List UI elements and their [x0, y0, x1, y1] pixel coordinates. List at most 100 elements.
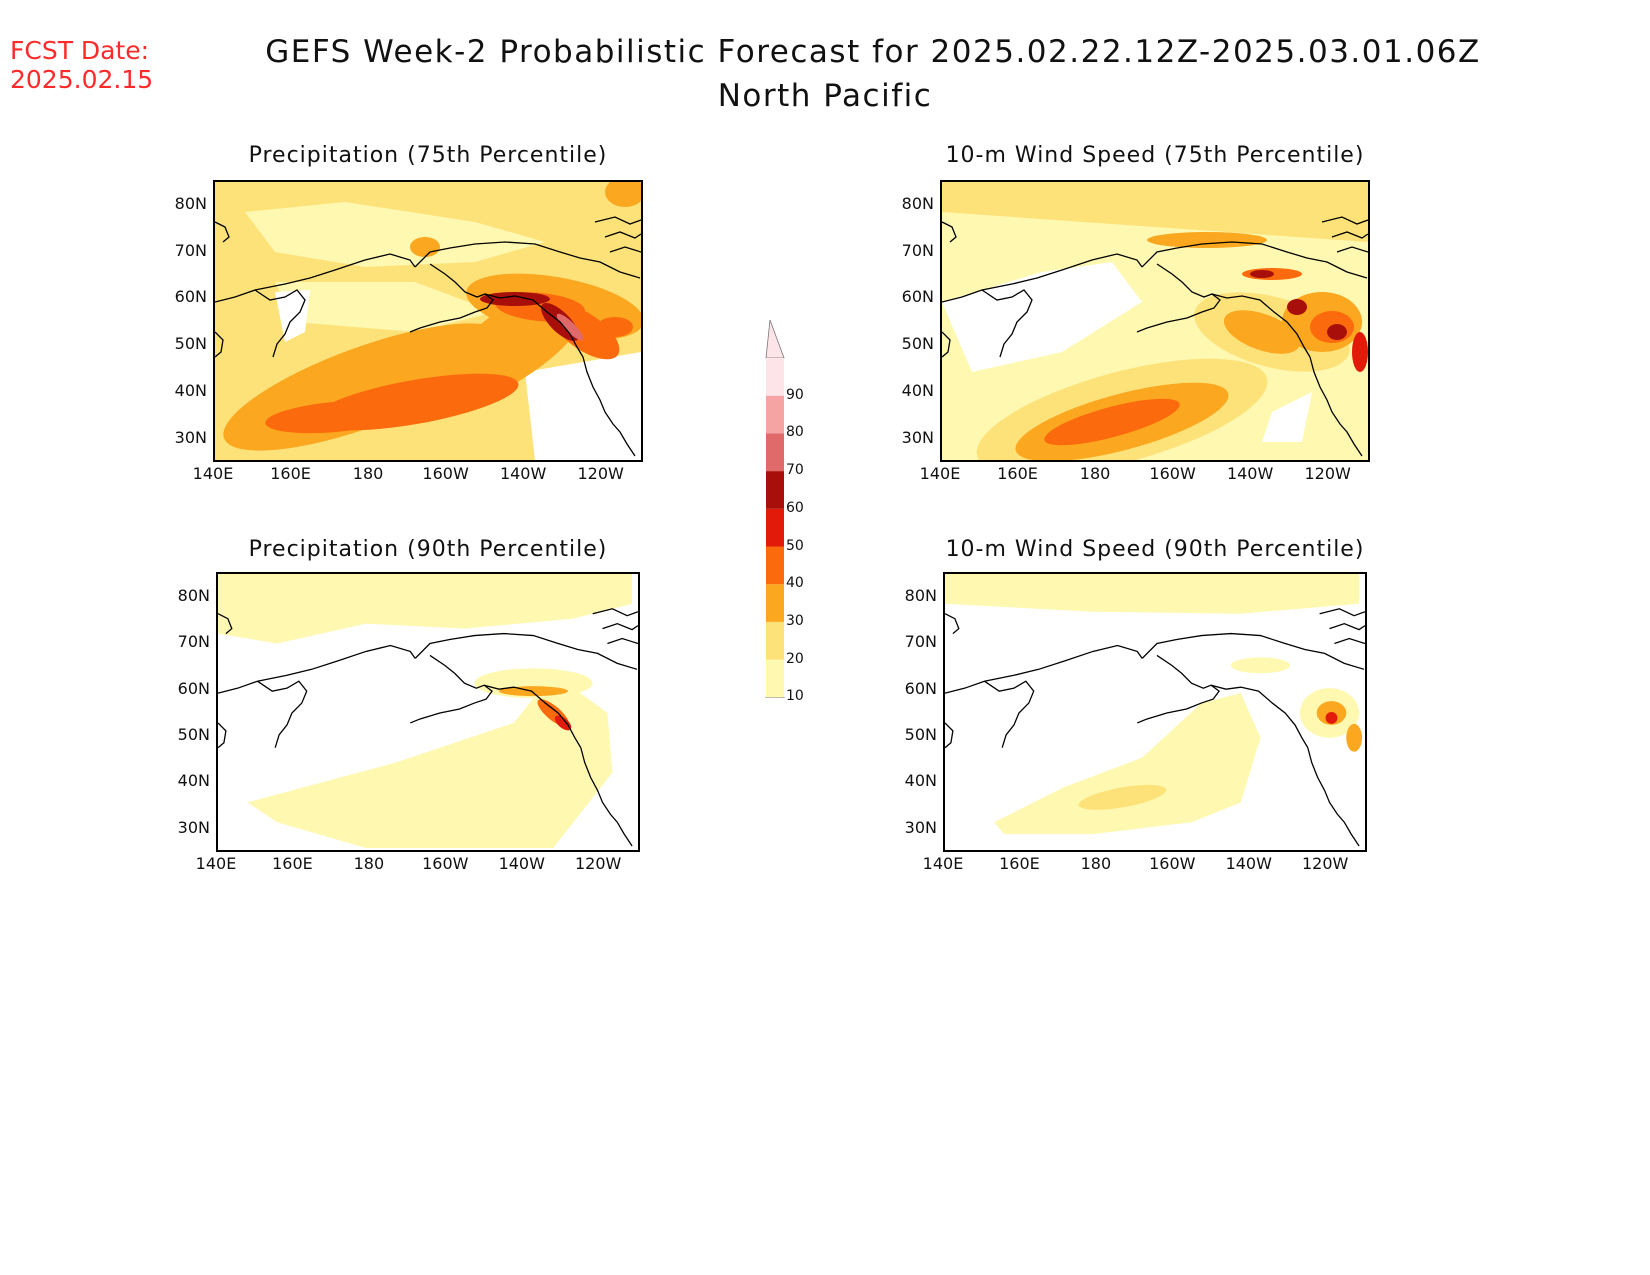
coastline: [1137, 654, 1220, 724]
lat-tick-label: 40N: [901, 380, 934, 400]
lon-tick-label: 140E: [919, 464, 961, 483]
panel-title-precip-90: Precipitation (90th Percentile): [248, 537, 608, 562]
colorbar-swatch: [766, 621, 784, 660]
contour-region: [1044, 398, 1180, 446]
coastline: [580, 747, 633, 847]
lon-tick-label: 140W: [1226, 464, 1274, 483]
contour-region: [275, 282, 495, 332]
lat-tick-label: 70N: [904, 632, 937, 652]
contour-region: [498, 686, 568, 697]
lon-tick-label: 120W: [1302, 854, 1349, 873]
contour-region: [1147, 232, 1267, 248]
lon-tick-label: 140E: [192, 464, 234, 483]
contour-region: [245, 202, 545, 267]
contour-region: [597, 317, 633, 337]
colorbar-level-label: 90: [786, 386, 804, 403]
lon-tick-label: 160W: [1149, 854, 1196, 873]
lat-tick-label: 30N: [174, 427, 207, 447]
lat-tick-label: 50N: [901, 334, 934, 354]
lon-tick-label: 120W: [577, 464, 624, 483]
lat-tick-label: 30N: [904, 817, 937, 837]
colorbar-level-label: 20: [786, 650, 804, 667]
colorbar-level-label: 40: [786, 575, 804, 592]
lat-tick-label: 40N: [177, 771, 210, 791]
lat-tick-label: 50N: [904, 725, 937, 745]
coastline: [942, 253, 1143, 303]
lat-tick-label: 60N: [177, 678, 210, 698]
coastline: [215, 253, 416, 303]
contour-region: [605, 182, 641, 207]
lon-tick-label: 160W: [422, 854, 469, 873]
coastline: [984, 680, 1035, 748]
coastline: [1321, 216, 1368, 253]
lon-tick-label: 180: [1080, 854, 1112, 873]
contour-region: [1230, 657, 1291, 674]
contour-region: [994, 693, 1261, 835]
contour-region: [218, 574, 633, 644]
lat-tick-label: 60N: [901, 287, 934, 307]
colorbar-svg: [765, 319, 785, 736]
colorbar-high-cap: [765, 319, 785, 359]
lat-tick-label: 60N: [174, 287, 207, 307]
lat-tick-label: 70N: [177, 632, 210, 652]
coastline: [1136, 263, 1221, 333]
lat-tick-label: 50N: [177, 725, 210, 745]
contour-region: [1262, 392, 1312, 442]
contour-region: [410, 237, 440, 257]
map-precip-75: [213, 180, 643, 462]
lon-tick-label: 160W: [422, 464, 469, 483]
coastline: [254, 289, 306, 358]
fcst-label: FCST Date:: [10, 36, 150, 65]
coastline: [410, 654, 493, 724]
contour-region: [480, 292, 550, 306]
coastline: [945, 644, 1143, 694]
coastline: [1307, 747, 1360, 847]
map-precip-90: [216, 572, 640, 852]
coastline: [414, 632, 638, 670]
colorbar-swatch: [766, 358, 784, 396]
lon-tick-label: 180: [352, 464, 384, 483]
lon-tick-label: 160E: [270, 464, 311, 483]
coastline: [1319, 608, 1365, 645]
colorbar-swatch: [766, 584, 784, 622]
colorbar-level-label: 10: [786, 688, 804, 705]
contour-region: [942, 182, 1368, 242]
lat-tick-label: 80N: [177, 586, 210, 605]
colorbar-level-label: 60: [786, 499, 804, 516]
lon-tick-label: 140W: [498, 854, 545, 873]
coastline: [945, 613, 960, 749]
contour-region: [942, 262, 1142, 372]
lat-tick-label: 60N: [904, 678, 937, 698]
coastline: [1309, 356, 1363, 457]
map-wind-75: [940, 180, 1370, 462]
lon-tick-label: 160E: [999, 854, 1040, 873]
lat-tick-label: 40N: [904, 771, 937, 791]
coastline: [484, 684, 582, 749]
contour-region: [247, 673, 613, 849]
contour-region: [1250, 270, 1274, 278]
colorbar-level-label: 50: [786, 537, 804, 554]
coastline: [582, 356, 636, 457]
coastline: [981, 289, 1033, 358]
contour-region: [945, 574, 1360, 849]
colorbar-level-label: 30: [786, 612, 804, 629]
contour-region: [275, 290, 310, 342]
lat-tick-label: 70N: [174, 240, 207, 260]
coastline: [594, 216, 641, 253]
lon-tick-label: 120W: [575, 854, 622, 873]
coastline: [1211, 293, 1311, 358]
contour-region: [554, 715, 572, 731]
coastline: [942, 221, 957, 358]
panel-title-wind-75: 10-m Wind Speed (75th Percentile): [945, 143, 1365, 168]
lat-tick-label: 80N: [901, 194, 934, 213]
lon-tick-label: 180: [1079, 464, 1111, 483]
lat-tick-label: 80N: [904, 586, 937, 605]
lon-tick-label: 140E: [922, 854, 964, 873]
coastline: [484, 293, 584, 358]
colorbar-swatch: [766, 471, 784, 509]
coastline: [1211, 684, 1309, 749]
contour-region: [1325, 712, 1338, 724]
coastline: [218, 644, 416, 694]
coastline: [218, 613, 233, 749]
page-subtitle: North Pacific: [717, 78, 933, 114]
